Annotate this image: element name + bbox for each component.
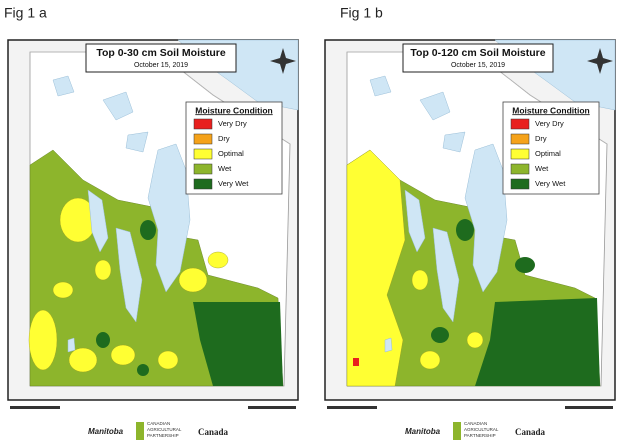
legend-swatch — [510, 133, 530, 145]
legend-label: Wet — [218, 164, 232, 173]
map-title: Top 0-120 cm Soil Moisture — [410, 47, 545, 59]
federal-logo: Canada — [198, 427, 229, 437]
figure-label: Fig 1 b — [340, 5, 383, 21]
legend-swatch — [510, 178, 530, 190]
legend-swatch — [193, 148, 213, 160]
legend-box — [185, 101, 283, 195]
legend-label: Very Wet — [535, 179, 566, 188]
map-date: October 15, 2019 — [451, 62, 505, 69]
legend-label: Optimal — [535, 149, 561, 158]
legend-label: Optimal — [218, 149, 244, 158]
legend-label: Very Dry — [218, 119, 247, 128]
partnership-mark — [136, 422, 144, 440]
map-panel: Top 0-120 cm Soil Moisture October 15, 20… — [324, 39, 616, 401]
scale-bar — [327, 406, 377, 409]
legend-label: Wet — [535, 164, 549, 173]
legend-label: Dry — [535, 134, 547, 143]
optimal-zones — [346, 149, 484, 387]
map-title: Top 0-30 cm Soil Moisture — [96, 47, 225, 59]
scale-bar — [10, 406, 60, 409]
partnership-logo: PARTNERSHIP — [147, 433, 179, 438]
very-dry-zone — [353, 358, 359, 366]
partnership-logo: PARTNERSHIP — [464, 433, 496, 438]
scale-bar — [248, 406, 296, 409]
title-box — [85, 43, 237, 73]
legend-swatch — [193, 133, 213, 145]
scale-bar — [565, 406, 613, 409]
partnership-logo: AGRICULTURAL — [464, 427, 499, 432]
legend-swatch — [193, 118, 213, 130]
province-logo: Manitoba — [88, 427, 124, 436]
very-wet-zones — [431, 219, 600, 386]
legend-swatch — [193, 163, 213, 175]
legend-title: Moisture Condition — [195, 105, 272, 115]
partnership-logo: CANADIAN — [147, 421, 170, 426]
legend-swatch — [193, 178, 213, 190]
partnership-mark — [453, 422, 461, 440]
legend-swatch — [510, 163, 530, 175]
very-wet-zones — [96, 220, 283, 386]
title-box — [402, 43, 554, 73]
map-panel: Top 0-30 cm Soil Moisture October 15, 201… — [7, 39, 299, 401]
legend-box — [502, 101, 600, 195]
map-date: October 15, 2019 — [134, 62, 188, 69]
legend-label: Dry — [218, 134, 230, 143]
legend-swatch — [510, 118, 530, 130]
partnership-logo: CANADIAN — [464, 421, 487, 426]
partnership-logo: AGRICULTURAL — [147, 427, 182, 432]
compass — [587, 48, 613, 74]
legend-label: Very Wet — [218, 179, 249, 188]
legend-swatch — [510, 148, 530, 160]
province-logo: Manitoba — [405, 427, 441, 436]
compass — [270, 48, 296, 74]
legend-label: Very Dry — [535, 119, 564, 128]
figure-label: Fig 1 a — [4, 5, 47, 21]
optimal-zones — [28, 197, 229, 373]
legend-title: Moisture Condition — [512, 105, 589, 115]
federal-logo: Canada — [515, 427, 546, 437]
